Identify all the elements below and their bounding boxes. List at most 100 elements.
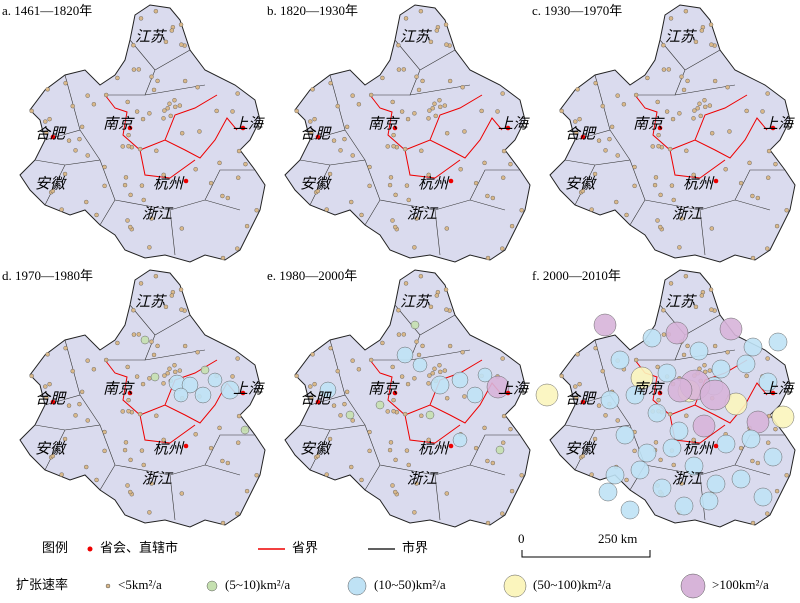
city-dot xyxy=(655,99,660,105)
city-dot xyxy=(501,175,506,180)
city-dot xyxy=(615,93,620,98)
city-dot xyxy=(432,101,437,106)
place-label: 浙江 xyxy=(407,205,439,222)
city-dot xyxy=(47,116,52,122)
city-dot xyxy=(236,148,242,154)
city-dot xyxy=(235,356,240,361)
expansion-circle xyxy=(430,375,450,395)
city-dot xyxy=(632,183,637,189)
place-label: 浙江 xyxy=(672,205,704,222)
city-dot xyxy=(755,195,761,201)
city-dot xyxy=(575,352,580,357)
city-dot xyxy=(414,74,419,79)
capital-dot xyxy=(50,399,56,405)
place-label: 杭州 xyxy=(683,440,715,457)
city-dot xyxy=(774,488,780,494)
city-dot xyxy=(399,109,405,114)
city-dot xyxy=(115,340,120,346)
capital-dot xyxy=(127,390,133,396)
capital-dot xyxy=(770,390,776,396)
city-dot xyxy=(102,448,107,454)
city-dot xyxy=(309,395,314,400)
city-dot xyxy=(784,473,789,478)
city-dot xyxy=(645,75,650,81)
city-dot xyxy=(723,167,728,172)
capital-dot xyxy=(50,134,56,140)
city-dot xyxy=(359,212,364,218)
expansion-circle xyxy=(535,383,559,407)
city-dot xyxy=(131,43,136,48)
city-dot xyxy=(225,195,231,201)
city-dot xyxy=(390,483,395,488)
city-dot xyxy=(388,175,394,180)
city-dot xyxy=(197,129,202,134)
expansion-circle xyxy=(763,447,783,467)
place-label: 江苏 xyxy=(135,293,167,310)
expansion-circle xyxy=(600,390,620,410)
city-dot xyxy=(102,183,107,189)
city-dot xyxy=(235,511,240,516)
city-dot xyxy=(621,102,627,107)
place-label: 浙江 xyxy=(407,470,439,487)
city-dot xyxy=(123,440,129,445)
expansion-circle xyxy=(466,386,484,404)
city-dot xyxy=(368,92,374,98)
city-dot xyxy=(149,74,154,79)
scale-label: 0 xyxy=(518,531,525,546)
city-dot xyxy=(703,104,708,110)
expansion-circle xyxy=(768,332,788,352)
city-dot xyxy=(344,124,350,130)
legend-title: 图例 xyxy=(42,540,68,555)
city-dot xyxy=(126,132,131,138)
city-dot xyxy=(349,464,354,470)
city-dot xyxy=(254,208,259,213)
city-dot xyxy=(327,436,333,442)
city-dot xyxy=(396,308,401,313)
city-dot xyxy=(173,369,178,375)
province-border xyxy=(369,94,503,179)
place-label: 合肥 xyxy=(35,390,67,407)
place-label: 杭州 xyxy=(418,175,450,192)
city-dot xyxy=(519,473,524,478)
city-dot xyxy=(433,113,438,119)
city-dot xyxy=(342,401,347,407)
city-dot xyxy=(172,98,177,103)
city-dot xyxy=(115,75,120,81)
city-dot xyxy=(208,180,214,186)
capital-dot xyxy=(183,178,189,184)
city-dot xyxy=(230,109,235,114)
city-dot xyxy=(428,304,434,310)
city-dot xyxy=(138,16,144,21)
city-dot xyxy=(63,345,68,351)
capital-dot xyxy=(580,399,586,405)
city-dot xyxy=(63,80,68,86)
place-label: 上海 xyxy=(498,380,530,397)
city-dot xyxy=(693,304,699,310)
city-dot xyxy=(367,448,372,454)
city-dot xyxy=(402,411,408,417)
expansion-circle xyxy=(674,496,694,516)
city-dot xyxy=(784,208,789,213)
city-dot xyxy=(677,245,682,250)
place-label: 合肥 xyxy=(35,125,67,142)
city-dot xyxy=(573,119,578,124)
city-dot xyxy=(44,130,49,135)
city-dot xyxy=(661,67,667,72)
city-dot xyxy=(243,161,248,167)
expansion-circle xyxy=(625,385,645,405)
expansion-circle xyxy=(647,403,667,423)
city-dot xyxy=(444,42,449,47)
city-dot xyxy=(416,352,422,358)
expansion-circle xyxy=(598,482,618,502)
city-dot xyxy=(328,345,333,351)
city-dot xyxy=(331,138,337,143)
city-dot xyxy=(401,67,406,72)
city-dot xyxy=(131,332,137,337)
capital-dot xyxy=(713,178,719,184)
city-dot xyxy=(134,109,140,114)
city-dot xyxy=(444,131,450,136)
city-dot xyxy=(44,395,49,400)
city-dot xyxy=(390,364,395,370)
